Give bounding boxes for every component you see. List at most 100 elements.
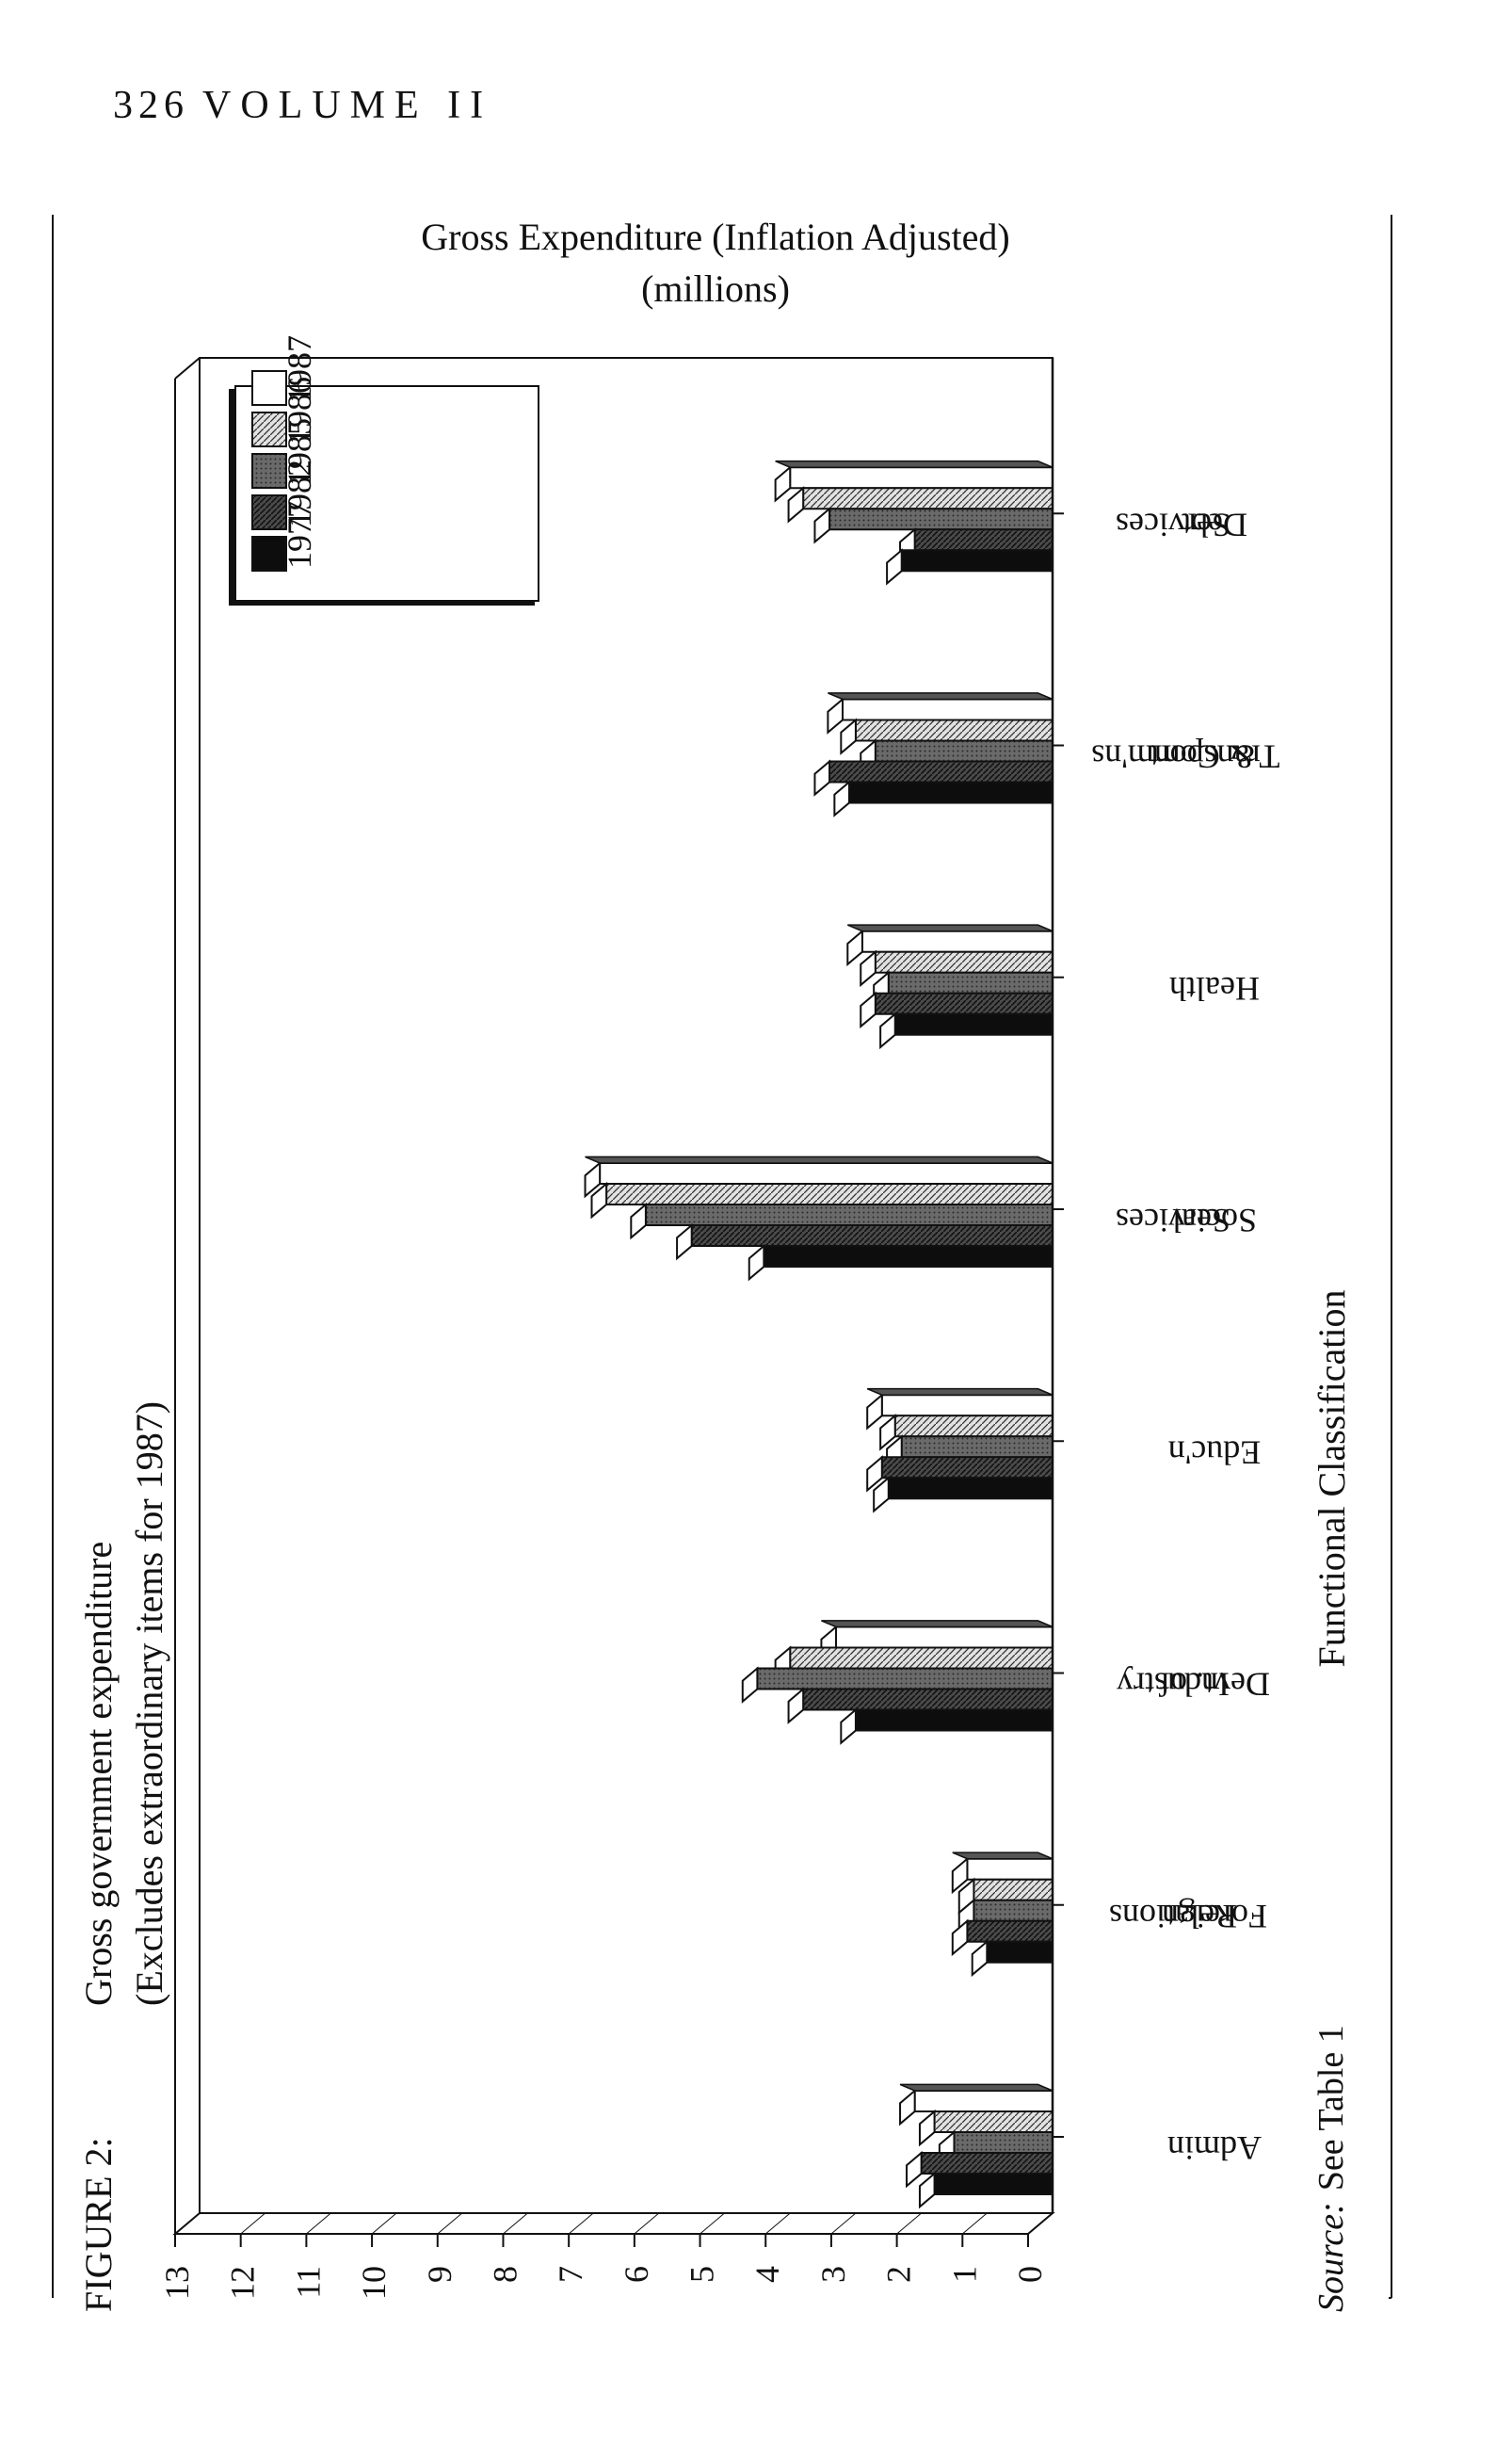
bar-end — [774, 465, 792, 503]
y-tick-depth — [634, 2212, 660, 2235]
bar — [828, 760, 1054, 784]
y-tick-depth — [830, 2212, 857, 2235]
bar — [986, 1940, 1054, 1964]
bar — [854, 719, 1054, 742]
bar — [789, 466, 1054, 490]
bar-end — [918, 2109, 936, 2147]
source-label: Source: — [1311, 2202, 1351, 2312]
volume-label: VOLUME II — [202, 84, 493, 127]
bar — [913, 2090, 1054, 2112]
y-tick-depth — [961, 2212, 988, 2235]
bar — [802, 1688, 1054, 1711]
bar-end — [590, 1181, 608, 1220]
x-tick-label: Transport — [1150, 738, 1280, 776]
bar-end — [873, 1476, 890, 1513]
bar — [973, 1878, 1054, 1901]
bar — [893, 1415, 1054, 1438]
bar-end — [866, 1455, 883, 1493]
bar-group — [866, 1387, 1054, 1513]
legend-swatch — [251, 453, 287, 489]
y-tick-depth — [174, 2212, 201, 2235]
bar — [973, 1899, 1054, 1922]
x-tick-label: & Comm'ns — [1091, 738, 1255, 776]
bar — [933, 2173, 1054, 2195]
bar-end — [748, 1243, 765, 1282]
bar — [913, 528, 1054, 552]
bar — [893, 1012, 1054, 1036]
bar-top — [952, 1852, 1054, 1860]
x-tick-label: Social — [1172, 1202, 1257, 1239]
bar-end — [787, 1687, 805, 1724]
depth-edge-top — [174, 357, 201, 380]
y-tick-label: 6 — [618, 2266, 655, 2283]
bar-group — [584, 1156, 1054, 1282]
x-tick-label: Devt. of — [1159, 1666, 1270, 1704]
bar-end — [833, 780, 850, 817]
figure-label: FIGURE 2: — [77, 2137, 120, 2312]
legend-swatch — [251, 536, 287, 572]
bar — [599, 1162, 1054, 1185]
bars — [584, 460, 1054, 2209]
bar-end — [676, 1222, 693, 1261]
bar — [756, 1667, 1054, 1690]
chart-title-line1: Gross Expenditure (Inflation Adjusted) — [421, 216, 1009, 258]
bar-end — [860, 991, 877, 1029]
bar — [861, 930, 1054, 953]
legend-swatch — [251, 370, 287, 406]
legend-swatch — [251, 412, 287, 447]
bar-top — [866, 1387, 1054, 1396]
bar-end — [951, 1856, 969, 1895]
y-tick-label: 1 — [945, 2266, 983, 2283]
y-tick-label: 8 — [486, 2266, 523, 2283]
bar-top — [828, 692, 1054, 701]
bar-top — [821, 1620, 1054, 1628]
bar-end — [906, 2150, 923, 2189]
page-header: 326 VOLUME II — [113, 83, 492, 128]
bar — [828, 508, 1054, 531]
x-tick-label: Health — [1169, 970, 1260, 1008]
bar — [835, 1625, 1054, 1649]
y-tick-depth — [700, 2212, 725, 2235]
y-tick-depth — [1027, 2212, 1054, 2235]
y-tick-label: 13 — [158, 2266, 196, 2300]
source-note: Source: See Table 1 — [1311, 2025, 1351, 2312]
bar-end — [860, 949, 877, 988]
chart-title-line2: (millions) — [641, 267, 790, 310]
bar-group — [846, 924, 1054, 1050]
x-tick-label: Debt — [1182, 506, 1247, 543]
axes: 012345678910111213AdminForeignRelationsD… — [158, 358, 1279, 2300]
bar — [763, 1245, 1054, 1268]
x-tick-label: Relations — [1109, 1898, 1237, 1935]
bar-group — [813, 692, 1054, 817]
bar-end — [899, 2088, 916, 2126]
bar-top — [585, 1156, 1054, 1164]
bar-end — [879, 1011, 896, 1050]
x-tick-label: Industry — [1117, 1666, 1230, 1704]
y-tick-depth — [437, 2212, 463, 2235]
bar-end — [918, 2171, 936, 2209]
back-wall — [199, 357, 1054, 2214]
bar-end — [630, 1202, 647, 1240]
bar-end — [951, 1918, 969, 1957]
bar-top — [847, 924, 1054, 932]
bar — [874, 992, 1054, 1015]
bar-end — [813, 759, 831, 797]
bar — [690, 1224, 1054, 1247]
y-tick-depth — [240, 2212, 266, 2235]
y-tick-depth — [764, 2212, 791, 2235]
bar — [841, 698, 1054, 721]
y-tick-label: 2 — [880, 2266, 918, 2283]
bar-end — [866, 1393, 883, 1431]
bar-end — [813, 507, 831, 544]
bar-end — [827, 697, 844, 735]
bar — [874, 950, 1054, 974]
bar-end — [971, 1939, 989, 1978]
x-tick-label: Educ'n — [1168, 1433, 1261, 1471]
bar — [900, 549, 1054, 573]
bar — [847, 781, 1054, 804]
bar-end — [741, 1666, 759, 1704]
figure-caption-line1: Gross government expenditure — [77, 1542, 120, 2006]
legend-label: 1987 — [281, 335, 318, 403]
bar — [933, 2110, 1054, 2133]
